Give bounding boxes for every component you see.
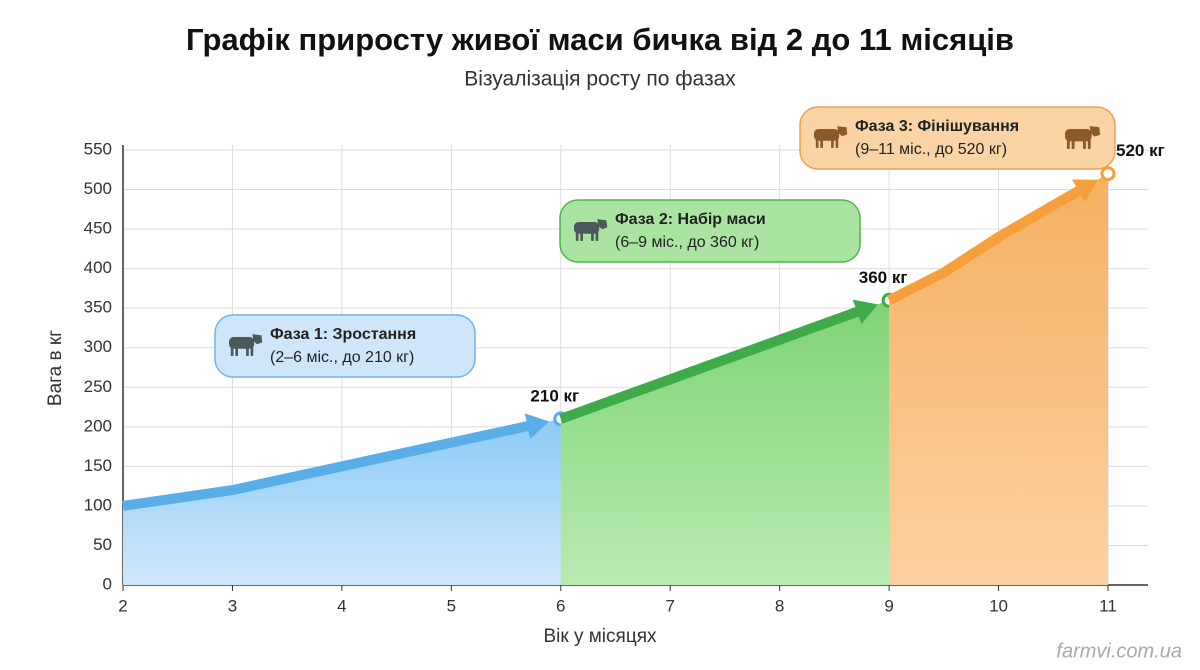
phase-name: Фаза 3: Фінішування bbox=[855, 118, 1019, 135]
x-tick-label: 9 bbox=[884, 596, 893, 615]
y-tick-label: 250 bbox=[84, 377, 112, 396]
phase-box bbox=[214, 314, 476, 378]
cow-head bbox=[597, 219, 608, 230]
x-tick-label: 10 bbox=[989, 596, 1008, 615]
cow-icon bbox=[574, 219, 608, 241]
x-tick-label: 2 bbox=[118, 596, 127, 615]
x-tick-label: 6 bbox=[556, 596, 565, 615]
cow-leg bbox=[835, 138, 839, 148]
cow-icon bbox=[229, 334, 263, 356]
value-label: 520 кг bbox=[1116, 141, 1165, 160]
cow-leg bbox=[580, 231, 583, 241]
cow-leg bbox=[250, 346, 254, 356]
cow-head bbox=[1089, 126, 1101, 137]
cow-leg bbox=[831, 138, 834, 148]
cow-leg bbox=[820, 138, 823, 148]
point bbox=[1100, 166, 1116, 182]
watermark: farmvi.com.ua bbox=[1056, 640, 1182, 662]
phase-box bbox=[559, 199, 861, 263]
x-tick-label: 3 bbox=[228, 596, 237, 615]
y-tick-label: 300 bbox=[84, 337, 112, 356]
y-tick-label: 350 bbox=[84, 298, 112, 317]
area bbox=[123, 418, 561, 585]
arrow-head bbox=[852, 299, 878, 325]
line bbox=[122, 419, 537, 511]
phase-description: (2–6 міс., до 210 кг) bbox=[270, 349, 414, 366]
cow-icon bbox=[1065, 126, 1101, 149]
y-tick-label: 200 bbox=[84, 416, 112, 435]
x-tick-label: 11 bbox=[1099, 596, 1117, 615]
y-tick-label: 100 bbox=[84, 495, 112, 514]
y-tick-label: 500 bbox=[84, 179, 112, 198]
x-tick-label: 8 bbox=[775, 596, 784, 615]
phase-description: (6–9 міс., до 360 кг) bbox=[615, 234, 759, 251]
value-label: 210 кг bbox=[530, 386, 579, 405]
phase-name: Фаза 1: Зростання bbox=[270, 326, 416, 343]
value-label: 360 кг bbox=[859, 268, 908, 287]
cow-leg bbox=[1071, 139, 1075, 149]
arrow-head bbox=[524, 413, 550, 439]
area bbox=[560, 300, 890, 585]
line bbox=[559, 304, 867, 424]
cow-leg bbox=[591, 231, 594, 241]
phase-box bbox=[799, 106, 1116, 170]
y-tick-label: 400 bbox=[84, 258, 112, 277]
y-tick-label: 0 bbox=[103, 574, 112, 593]
cow-leg bbox=[815, 138, 819, 148]
cow-icon bbox=[814, 126, 848, 148]
cow-head bbox=[252, 334, 263, 345]
cow-leg bbox=[575, 231, 579, 241]
cow-head bbox=[837, 126, 848, 137]
y-tick-label: 150 bbox=[84, 456, 112, 475]
arrow-head bbox=[1072, 179, 1098, 202]
y-axis-label: Вага в кг bbox=[45, 330, 66, 406]
phase-description: (9–11 міс., до 520 кг) bbox=[855, 141, 1007, 158]
line bbox=[886, 182, 1088, 305]
cow-leg bbox=[230, 346, 234, 356]
cow-body bbox=[1065, 129, 1092, 142]
phase-name: Фаза 2: Набір маси bbox=[615, 211, 766, 228]
y-tick-label: 450 bbox=[84, 219, 112, 238]
chart-title: Графік приросту живої маси бичка від 2 д… bbox=[186, 22, 1014, 57]
cow-leg bbox=[595, 231, 599, 241]
cow-leg bbox=[1066, 139, 1070, 149]
y-tick-label: 50 bbox=[93, 535, 112, 554]
x-tick-label: 7 bbox=[665, 596, 674, 615]
cow-leg bbox=[235, 346, 238, 356]
cow-leg bbox=[1083, 139, 1086, 149]
y-tick-label: 550 bbox=[84, 139, 112, 158]
x-tick-label: 4 bbox=[337, 596, 346, 615]
x-axis-label: Вік у місяцях bbox=[543, 626, 657, 647]
cow-body bbox=[229, 337, 255, 349]
cow-body bbox=[814, 129, 840, 141]
cow-leg bbox=[246, 346, 249, 356]
chart-subtitle: Візуалізація росту по фазах bbox=[464, 68, 736, 91]
x-tick-label: 5 bbox=[447, 596, 456, 615]
cow-leg bbox=[1087, 139, 1091, 149]
cow-body bbox=[574, 222, 600, 234]
